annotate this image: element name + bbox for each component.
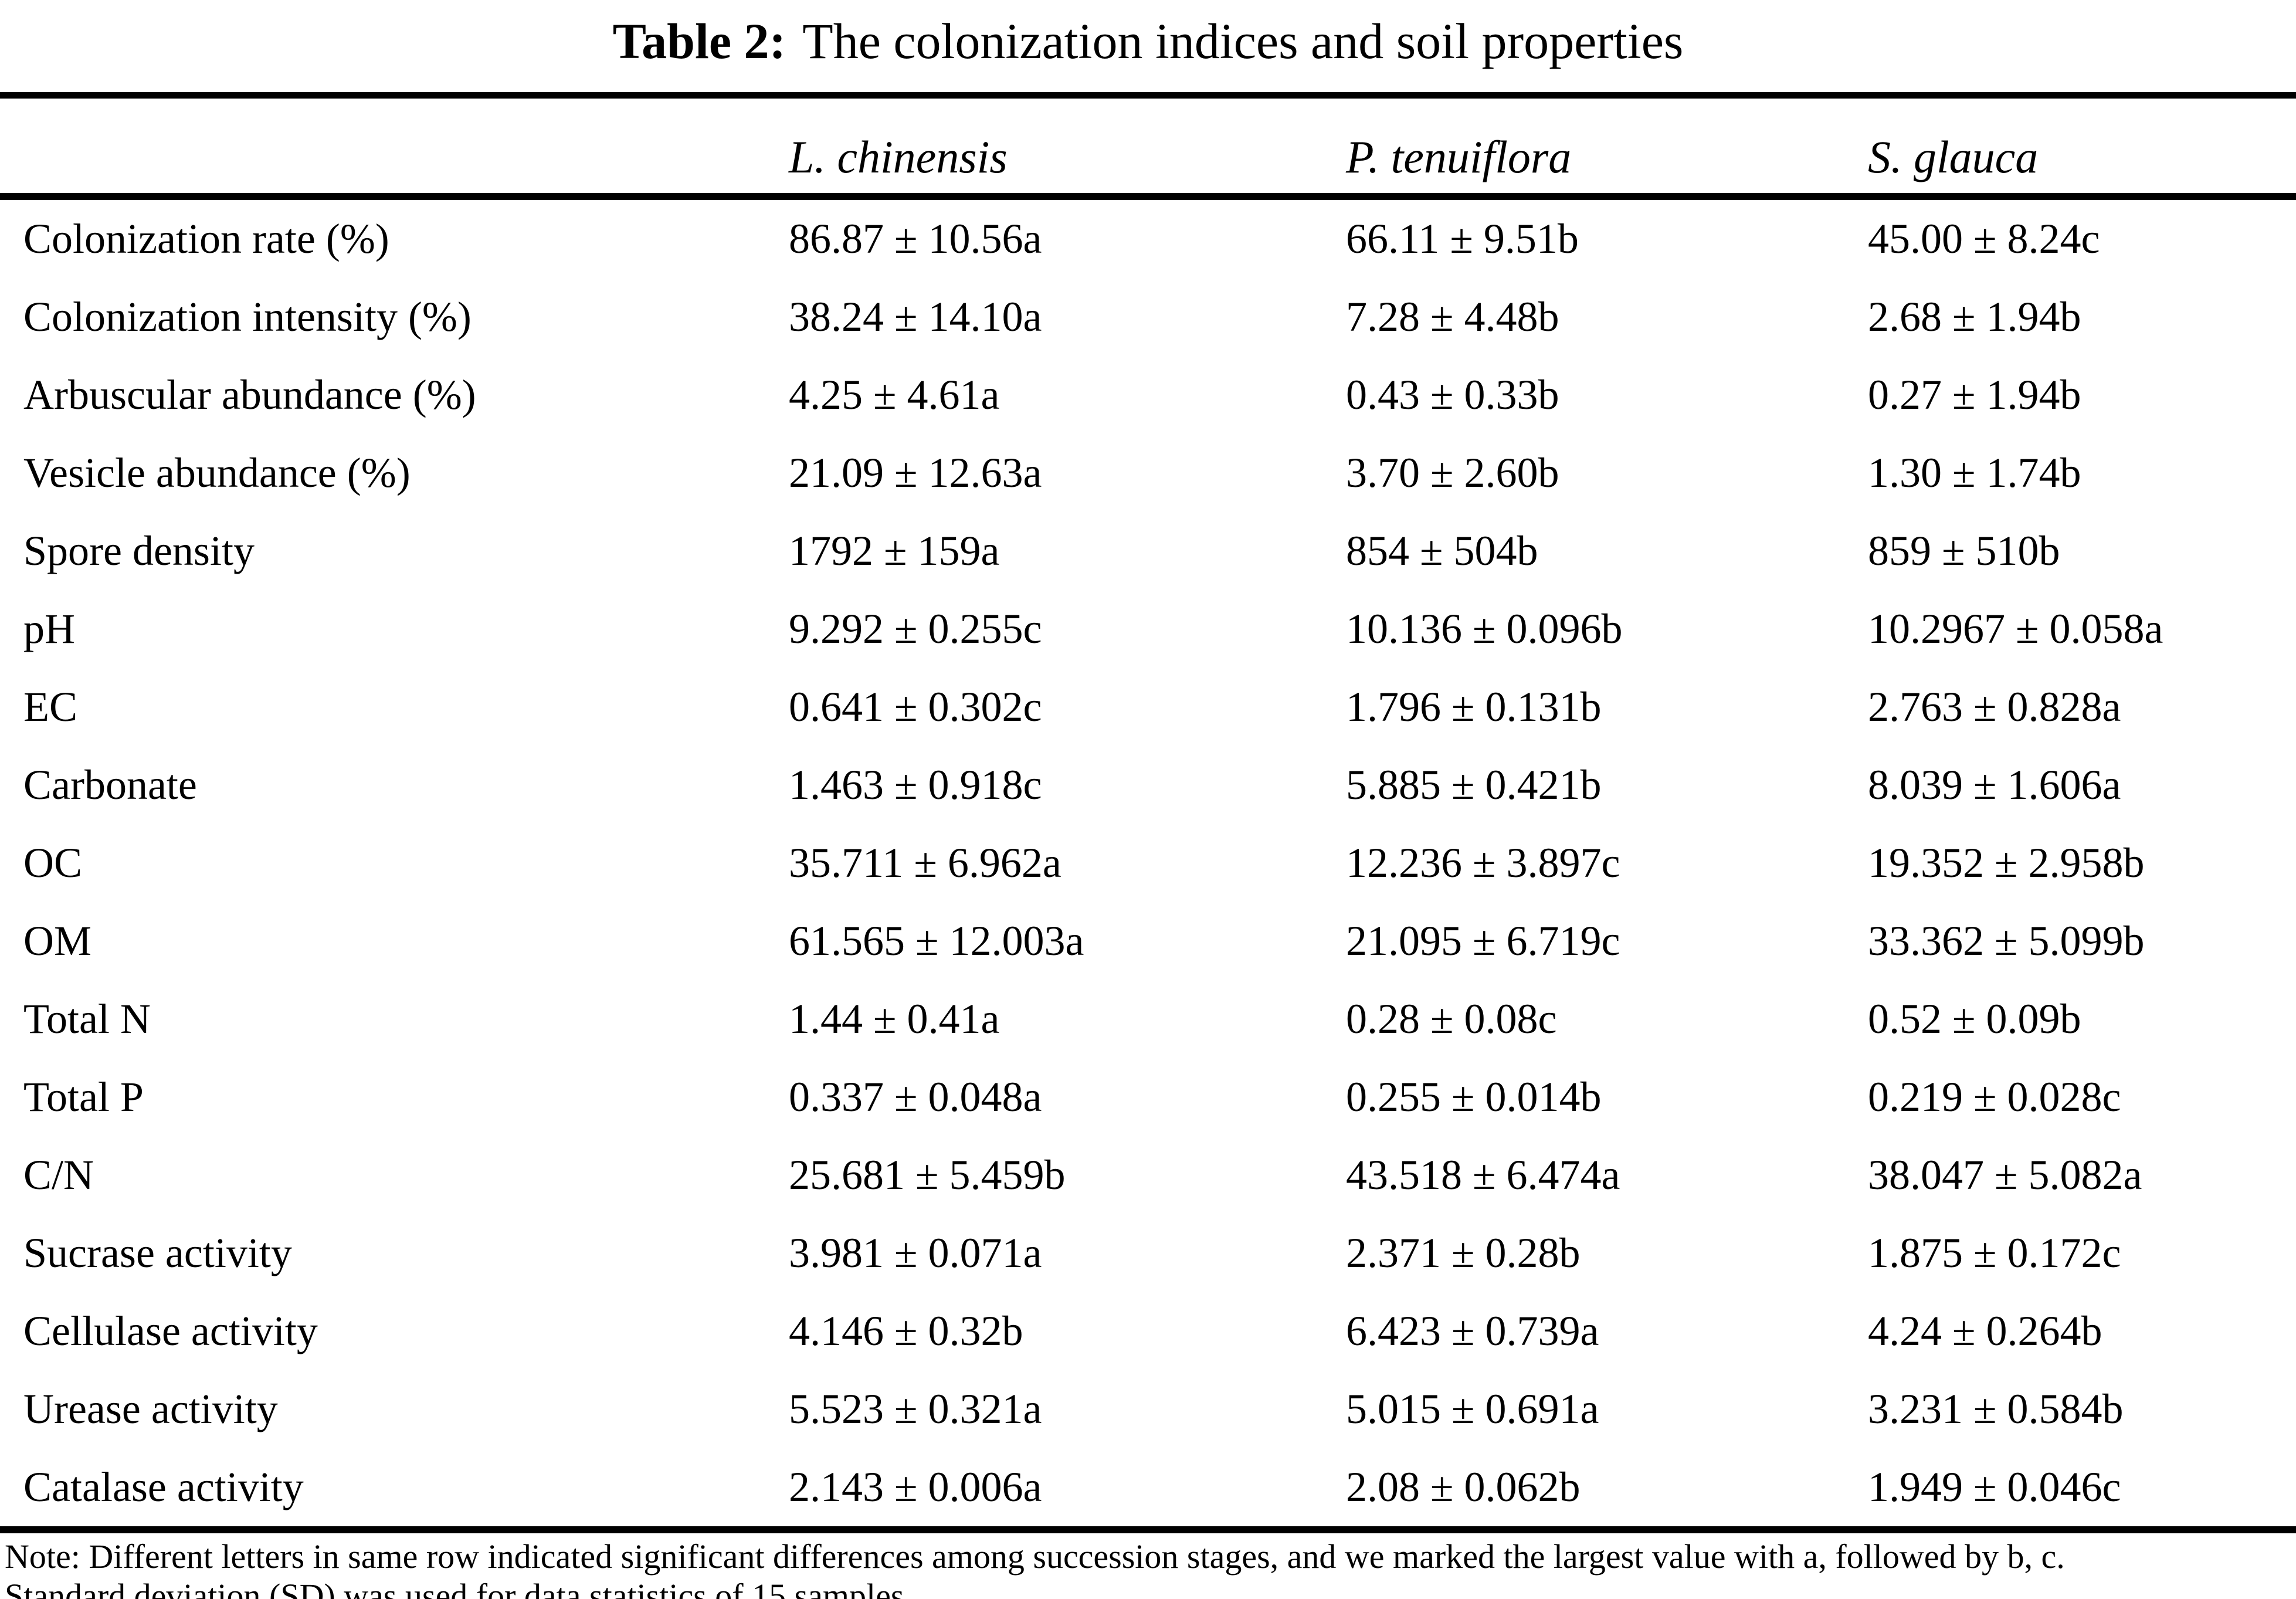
cell-value: 1.463 ± 0.918c <box>789 761 1042 808</box>
cell-value: 43.518 ± 6.474a <box>1346 1151 1620 1198</box>
cell-value: 859 ± 510b <box>1868 527 2060 574</box>
cell-value: 0.52 ± 0.09b <box>1868 995 2081 1042</box>
cell-value: 1.949 ± 0.046c <box>1868 1464 2121 1510</box>
cell-value: 0.28 ± 0.08c <box>1346 995 1557 1042</box>
cell-value: 10.136 ± 0.096b <box>1346 605 1623 652</box>
note-line-2: Standard deviation (SD) was used for dat… <box>5 1577 913 1599</box>
table-row: Sucrase activity 3.981 ± 0.071a 2.371 ± … <box>0 1214 2296 1292</box>
cell-value: 10.2967 ± 0.058a <box>1868 605 2163 652</box>
table-row: Urease activity 5.523 ± 0.321a 5.015 ± 0… <box>0 1370 2296 1448</box>
cell-value: 1.796 ± 0.131b <box>1346 683 1602 730</box>
cell-value: 0.27 ± 1.94b <box>1868 371 2081 418</box>
table-row: OM 61.565 ± 12.003a 21.095 ± 6.719c 33.3… <box>0 902 2296 980</box>
table-row: OC 35.711 ± 6.962a 12.236 ± 3.897c 19.35… <box>0 824 2296 902</box>
cell-value: 86.87 ± 10.56a <box>789 215 1042 262</box>
cell-value: 2.371 ± 0.28b <box>1346 1229 1581 1276</box>
cell-value: 45.00 ± 8.24c <box>1868 215 2100 262</box>
cell-value: 0.43 ± 0.33b <box>1346 371 1559 418</box>
cell-value: 1.44 ± 0.41a <box>789 995 1000 1042</box>
cell-value: 66.11 ± 9.51b <box>1346 215 1579 262</box>
row-label: EC <box>23 683 78 730</box>
cell-value: 21.09 ± 12.63a <box>789 449 1042 496</box>
table-row: Catalase activity 2.143 ± 0.006a 2.08 ± … <box>0 1448 2296 1526</box>
cell-value: 5.015 ± 0.691a <box>1346 1385 1599 1432</box>
cell-value: 4.24 ± 0.264b <box>1868 1307 2102 1354</box>
cell-value: 5.523 ± 0.321a <box>789 1385 1042 1432</box>
cell-value: 3.231 ± 0.584b <box>1868 1385 2124 1432</box>
table-row: Vesicle abundance (%) 21.09 ± 12.63a 3.7… <box>0 434 2296 512</box>
cell-value: 4.146 ± 0.32b <box>789 1307 1023 1354</box>
table-row: Carbonate 1.463 ± 0.918c 5.885 ± 0.421b … <box>0 746 2296 824</box>
table-title: Table 2: The colonization indices and so… <box>0 0 2296 99</box>
cell-value: 21.095 ± 6.719c <box>1346 917 1620 964</box>
table-header-row: L. chinensis P. tenuiflora S. glauca <box>0 99 2296 200</box>
cell-value: 1.30 ± 1.74b <box>1868 449 2081 496</box>
header-empty-cell <box>0 99 789 200</box>
row-label: Sucrase activity <box>23 1229 292 1276</box>
row-label: Total P <box>23 1073 144 1120</box>
row-label: OC <box>23 839 83 886</box>
table-title-text: The colonization indices and soil proper… <box>802 12 1684 69</box>
row-label: Urease activity <box>23 1385 278 1432</box>
cell-value: 0.219 ± 0.028c <box>1868 1073 2121 1120</box>
table-row: C/N 25.681 ± 5.459b 43.518 ± 6.474a 38.0… <box>0 1136 2296 1214</box>
cell-value: 0.337 ± 0.048a <box>789 1073 1042 1120</box>
cell-value: 4.25 ± 4.61a <box>789 371 1000 418</box>
table-note: Note: Different letters in same row indi… <box>0 1526 2296 1599</box>
cell-value: 35.711 ± 6.962a <box>789 839 1061 886</box>
row-label: Vesicle abundance (%) <box>23 449 411 496</box>
table-row: Arbuscular abundance (%) 4.25 ± 4.61a 0.… <box>0 356 2296 434</box>
cell-value: 12.236 ± 3.897c <box>1346 839 1620 886</box>
cell-value: 2.08 ± 0.062b <box>1346 1464 1581 1510</box>
row-label: Cellulase activity <box>23 1307 318 1354</box>
cell-value: 3.70 ± 2.60b <box>1346 449 1559 496</box>
table-row: Cellulase activity 4.146 ± 0.32b 6.423 ±… <box>0 1292 2296 1370</box>
table-body: Colonization rate (%) 86.87 ± 10.56a 66.… <box>0 197 2296 1526</box>
cell-value: 61.565 ± 12.003a <box>789 917 1084 964</box>
row-label: Spore density <box>23 527 255 574</box>
cell-value: 7.28 ± 4.48b <box>1346 293 1559 340</box>
note-line-1: Note: Different letters in same row indi… <box>5 1537 2065 1576</box>
header-species-s-glauca: S. glauca <box>1868 99 2296 200</box>
table-row: Spore density 1792 ± 159a 854 ± 504b 859… <box>0 512 2296 590</box>
table-row: Colonization rate (%) 86.87 ± 10.56a 66.… <box>0 197 2296 278</box>
table-title-label: Table 2: <box>612 12 786 69</box>
header-species-p-tenuiflora: P. tenuiflora <box>1346 99 1868 200</box>
cell-value: 2.68 ± 1.94b <box>1868 293 2081 340</box>
row-label: Arbuscular abundance (%) <box>23 371 476 418</box>
cell-value: 5.885 ± 0.421b <box>1346 761 1602 808</box>
row-label: Colonization rate (%) <box>23 215 389 262</box>
cell-value: 3.981 ± 0.071a <box>789 1229 1042 1276</box>
cell-value: 6.423 ± 0.739a <box>1346 1307 1599 1354</box>
cell-value: 854 ± 504b <box>1346 527 1538 574</box>
table-row: Total P 0.337 ± 0.048a 0.255 ± 0.014b 0.… <box>0 1058 2296 1136</box>
row-label: C/N <box>23 1151 94 1198</box>
table-row: EC 0.641 ± 0.302c 1.796 ± 0.131b 2.763 ±… <box>0 668 2296 746</box>
cell-value: 1.875 ± 0.172c <box>1868 1229 2121 1276</box>
cell-value: 25.681 ± 5.459b <box>789 1151 1066 1198</box>
cell-value: 2.143 ± 0.006a <box>789 1464 1042 1510</box>
cell-value: 38.24 ± 14.10a <box>789 293 1042 340</box>
row-label: Catalase activity <box>23 1464 304 1510</box>
cell-value: 0.641 ± 0.302c <box>789 683 1042 730</box>
row-label: Carbonate <box>23 761 197 808</box>
cell-value: 38.047 ± 5.082a <box>1868 1151 2142 1198</box>
cell-value: 2.763 ± 0.828a <box>1868 683 2121 730</box>
colonization-soil-table: L. chinensis P. tenuiflora S. glauca Col… <box>0 99 2296 1526</box>
row-label: pH <box>23 605 75 652</box>
table-row: Colonization intensity (%) 38.24 ± 14.10… <box>0 278 2296 356</box>
cell-value: 9.292 ± 0.255c <box>789 605 1042 652</box>
cell-value: 1792 ± 159a <box>789 527 1000 574</box>
cell-value: 8.039 ± 1.606a <box>1868 761 2121 808</box>
cell-value: 19.352 ± 2.958b <box>1868 839 2145 886</box>
table-row: Total N 1.44 ± 0.41a 0.28 ± 0.08c 0.52 ±… <box>0 980 2296 1058</box>
header-species-l-chinensis: L. chinensis <box>789 99 1346 200</box>
row-label: Total N <box>23 995 151 1042</box>
cell-value: 0.255 ± 0.014b <box>1346 1073 1602 1120</box>
cell-value: 33.362 ± 5.099b <box>1868 917 2145 964</box>
row-label: OM <box>23 917 92 964</box>
row-label: Colonization intensity (%) <box>23 293 472 340</box>
table-row: pH 9.292 ± 0.255c 10.136 ± 0.096b 10.296… <box>0 590 2296 668</box>
